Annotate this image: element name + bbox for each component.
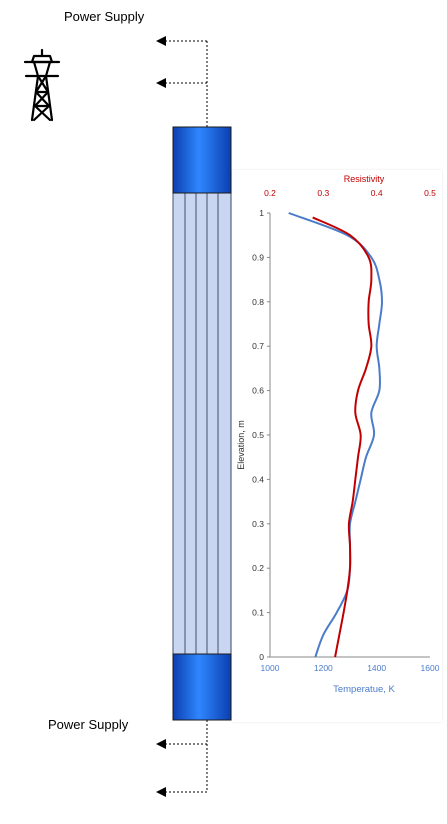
furnace-column bbox=[172, 126, 232, 721]
x-top-tick-label: 0.3 bbox=[317, 188, 329, 198]
tube-body bbox=[172, 191, 232, 657]
y-tick-label: 0 bbox=[259, 652, 264, 662]
y-tick-label: 0.8 bbox=[252, 297, 264, 307]
resistivity-line bbox=[312, 216, 373, 658]
arrow-left-icon bbox=[156, 36, 166, 46]
x-bottom-tick-label: 1400 bbox=[367, 663, 386, 673]
arrow-left-icon bbox=[156, 739, 166, 749]
bottom-arrow-2 bbox=[156, 787, 207, 797]
x-bottom-tick-label: 1600 bbox=[421, 663, 440, 673]
power-supply-label-top: Power Supply bbox=[64, 9, 145, 24]
x-top-tick-label: 0.2 bbox=[264, 188, 276, 198]
bottom-axis-title: Temperatue, K bbox=[333, 684, 395, 695]
y-tick-label: 0.7 bbox=[252, 341, 264, 351]
power-supply-label-bottom: Power Supply bbox=[48, 717, 129, 732]
y-tick-label: 0.5 bbox=[252, 430, 264, 440]
x-top-tick-label: 0.5 bbox=[424, 188, 436, 198]
top-electrode bbox=[172, 126, 232, 194]
y-axis-title: Elevation, m bbox=[236, 420, 246, 470]
arrow-left-icon bbox=[156, 787, 166, 797]
y-tick-label: 0.4 bbox=[252, 474, 264, 484]
y-tick-label: 0.2 bbox=[252, 563, 264, 573]
top-arrow-1 bbox=[156, 36, 207, 46]
bottom-wiring bbox=[156, 720, 208, 797]
transmission-tower-icon bbox=[23, 48, 61, 122]
elevation-chart: Resistivity Temperatue, K Elevation, m 0… bbox=[236, 174, 440, 695]
chart-layer: 0 0.1 0.2 0.3 0.4 0.5 0.6 0.7 0.8 0.9 1 1000 1200 140… bbox=[252, 188, 440, 673]
temperature-line bbox=[288, 212, 384, 658]
x-bottom-tick-label: 1000 bbox=[261, 663, 280, 673]
top-wiring bbox=[156, 36, 208, 129]
top-axis-title: Resistivity bbox=[344, 174, 385, 184]
chart-panel: Resistivity Temperatue, K Elevation, m 0… bbox=[232, 170, 442, 722]
y-tick-label: 1 bbox=[259, 208, 264, 218]
top-arrow-2 bbox=[156, 78, 207, 88]
y-tick-label: 0.1 bbox=[252, 608, 264, 618]
x-top-tick-label: 0.4 bbox=[371, 188, 383, 198]
y-tick-label: 0.9 bbox=[252, 252, 264, 262]
bottom-electrode bbox=[172, 653, 232, 721]
arrow-left-icon bbox=[156, 78, 166, 88]
y-tick-label: 0.3 bbox=[252, 519, 264, 529]
y-tick-label: 0.6 bbox=[252, 386, 264, 396]
x-bottom-tick-label: 1200 bbox=[314, 663, 333, 673]
bottom-arrow-1 bbox=[156, 739, 207, 749]
